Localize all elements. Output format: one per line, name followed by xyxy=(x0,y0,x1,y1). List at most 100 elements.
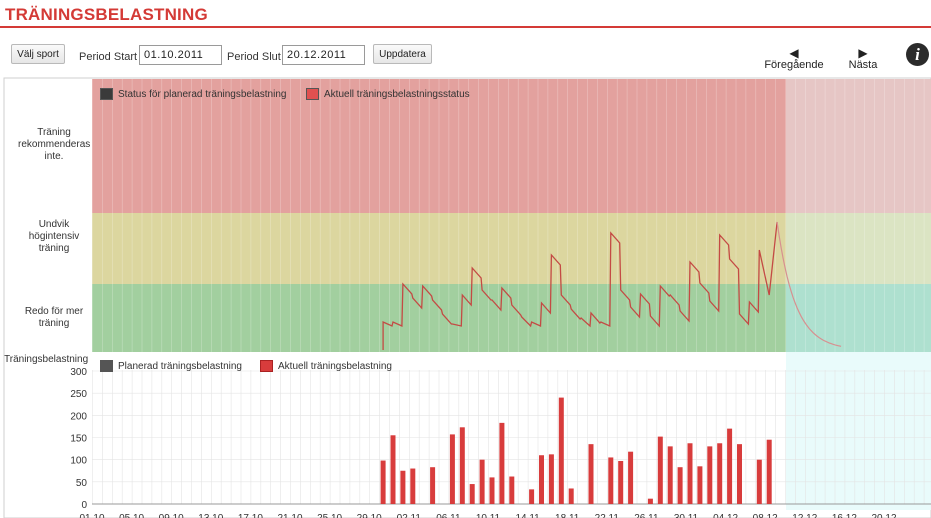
load-bar xyxy=(400,470,406,504)
choose-sport-button[interactable]: Välj sport xyxy=(11,44,65,64)
zone-red xyxy=(92,79,786,213)
period-start-label: Period Start xyxy=(79,51,138,63)
load-bar xyxy=(737,444,742,504)
status-legend-planned: Status för planerad träningsbelastning xyxy=(100,88,286,100)
load-bar xyxy=(529,489,535,504)
update-button[interactable]: Uppdatera xyxy=(373,44,432,64)
load-bar xyxy=(430,467,436,504)
x-tick-label: 29.10 xyxy=(357,513,382,518)
y-axis-ticks: 0 50 100 150 200 250 300 xyxy=(70,367,87,511)
load-bar xyxy=(608,457,614,504)
arrow-left-icon: ◀ xyxy=(789,46,799,60)
load-legend-actual: Aktuell träningsbelastning xyxy=(260,360,392,372)
y-tick-label: 200 xyxy=(70,411,87,422)
zone-yellow xyxy=(92,213,786,284)
previous-button[interactable]: ◀ Föregående xyxy=(762,47,826,71)
load-bar xyxy=(449,434,455,504)
x-tick-label: 20.12 xyxy=(871,513,896,518)
status-grid xyxy=(92,79,925,352)
load-bar xyxy=(707,446,713,504)
title-divider xyxy=(0,26,931,28)
x-tick-label: 30.11 xyxy=(674,513,699,518)
x-tick-label: 18.11 xyxy=(555,513,580,518)
legend-swatch-actual-load xyxy=(260,360,273,372)
info-icon[interactable]: i xyxy=(906,43,929,66)
chart-frame xyxy=(3,77,931,518)
arrow-right-icon: ▶ xyxy=(858,46,868,60)
load-axis-title: Träningsbelastning xyxy=(4,354,89,365)
load-bar xyxy=(667,446,673,504)
toolbar: Välj sport Period Start 01.10.2011 Perio… xyxy=(0,36,931,76)
load-bar xyxy=(509,476,515,504)
load-bar xyxy=(459,427,465,504)
y-tick-label: 300 xyxy=(70,367,87,378)
x-tick-label: 04.12 xyxy=(713,513,738,518)
x-tick-label: 12.12 xyxy=(792,513,817,518)
load-grid xyxy=(92,370,931,505)
actual-status-line xyxy=(382,221,778,350)
load-bar xyxy=(548,454,554,504)
legend-swatch-actual-status xyxy=(306,88,319,100)
load-bar xyxy=(657,436,663,504)
y-tick-label: 250 xyxy=(70,389,87,400)
load-bar xyxy=(618,460,624,504)
load-bar xyxy=(588,444,594,504)
load-bar xyxy=(628,451,634,504)
forecast-status-line xyxy=(776,221,842,347)
legend-swatch-planned-status xyxy=(100,88,113,100)
period-end-label: Period Slut xyxy=(227,51,281,63)
x-tick-label: 08.12 xyxy=(753,513,778,518)
x-tick-label: 06.11 xyxy=(436,513,461,518)
load-bar xyxy=(558,397,564,504)
x-tick-label: 10.11 xyxy=(476,513,501,518)
x-tick-label: 17.10 xyxy=(238,513,263,518)
load-bar xyxy=(539,455,544,504)
x-tick-label: 21.10 xyxy=(277,513,302,518)
status-legend-actual: Aktuell träningsbelastningsstatus xyxy=(306,88,470,100)
load-bars xyxy=(380,397,772,504)
x-tick-label: 22.11 xyxy=(595,513,620,518)
y-tick-label: 50 xyxy=(76,478,88,489)
load-bar xyxy=(469,484,475,504)
load-bar xyxy=(697,466,703,504)
legend-swatch-planned-load xyxy=(100,360,113,372)
load-bar xyxy=(677,467,683,504)
y-tick-label: 0 xyxy=(81,500,87,511)
load-bar xyxy=(717,443,723,504)
x-tick-label: 01.10 xyxy=(79,513,104,518)
zone-red-forecast xyxy=(786,79,931,213)
load-bar xyxy=(647,498,653,504)
period-end-input[interactable]: 20.12.2011 xyxy=(282,45,365,65)
load-bar xyxy=(479,459,485,504)
load-bar xyxy=(756,459,762,504)
previous-label: Föregående xyxy=(764,59,824,71)
y-tick-label: 100 xyxy=(70,456,87,467)
page-title: TRÄNINGSBELASTNING xyxy=(5,5,208,24)
forecast-area xyxy=(786,352,931,510)
legend-label-planned-status: Status för planerad träningsbelastning xyxy=(118,88,287,100)
zone-label-yellow: Undvik högintensiv träning xyxy=(28,219,80,254)
x-tick-label: 02.11 xyxy=(397,513,422,518)
load-bar xyxy=(727,428,733,504)
legend-label-actual-load: Aktuell träningsbelastning xyxy=(278,360,392,372)
next-button[interactable]: ▶ Nästa xyxy=(846,47,880,71)
load-bar xyxy=(390,435,396,504)
legend-label-actual-status: Aktuell träningsbelastningsstatus xyxy=(324,88,470,100)
zone-green-forecast xyxy=(786,284,931,352)
zone-label-red: Träning rekommenderas inte. xyxy=(18,127,91,162)
load-bar xyxy=(499,422,505,504)
x-axis-ticks: 01.10 05.10 09.10 13.10 17.10 21.10 25.10 29.10… xyxy=(79,513,896,518)
x-tick-label: 05.10 xyxy=(119,513,144,518)
load-bar xyxy=(568,488,574,504)
zone-yellow-forecast xyxy=(786,213,931,284)
load-bar xyxy=(766,439,772,504)
load-legend-planned: Planerad träningsbelastning xyxy=(100,360,242,372)
period-start-input[interactable]: 01.10.2011 xyxy=(139,45,222,65)
load-bar xyxy=(410,468,416,504)
load-bar xyxy=(489,477,495,504)
x-tick-label: 14.11 xyxy=(515,513,540,518)
legend-label-planned-load: Planerad träningsbelastning xyxy=(118,360,242,372)
next-label: Nästa xyxy=(848,59,878,71)
x-tick-label: 25.10 xyxy=(317,513,342,518)
